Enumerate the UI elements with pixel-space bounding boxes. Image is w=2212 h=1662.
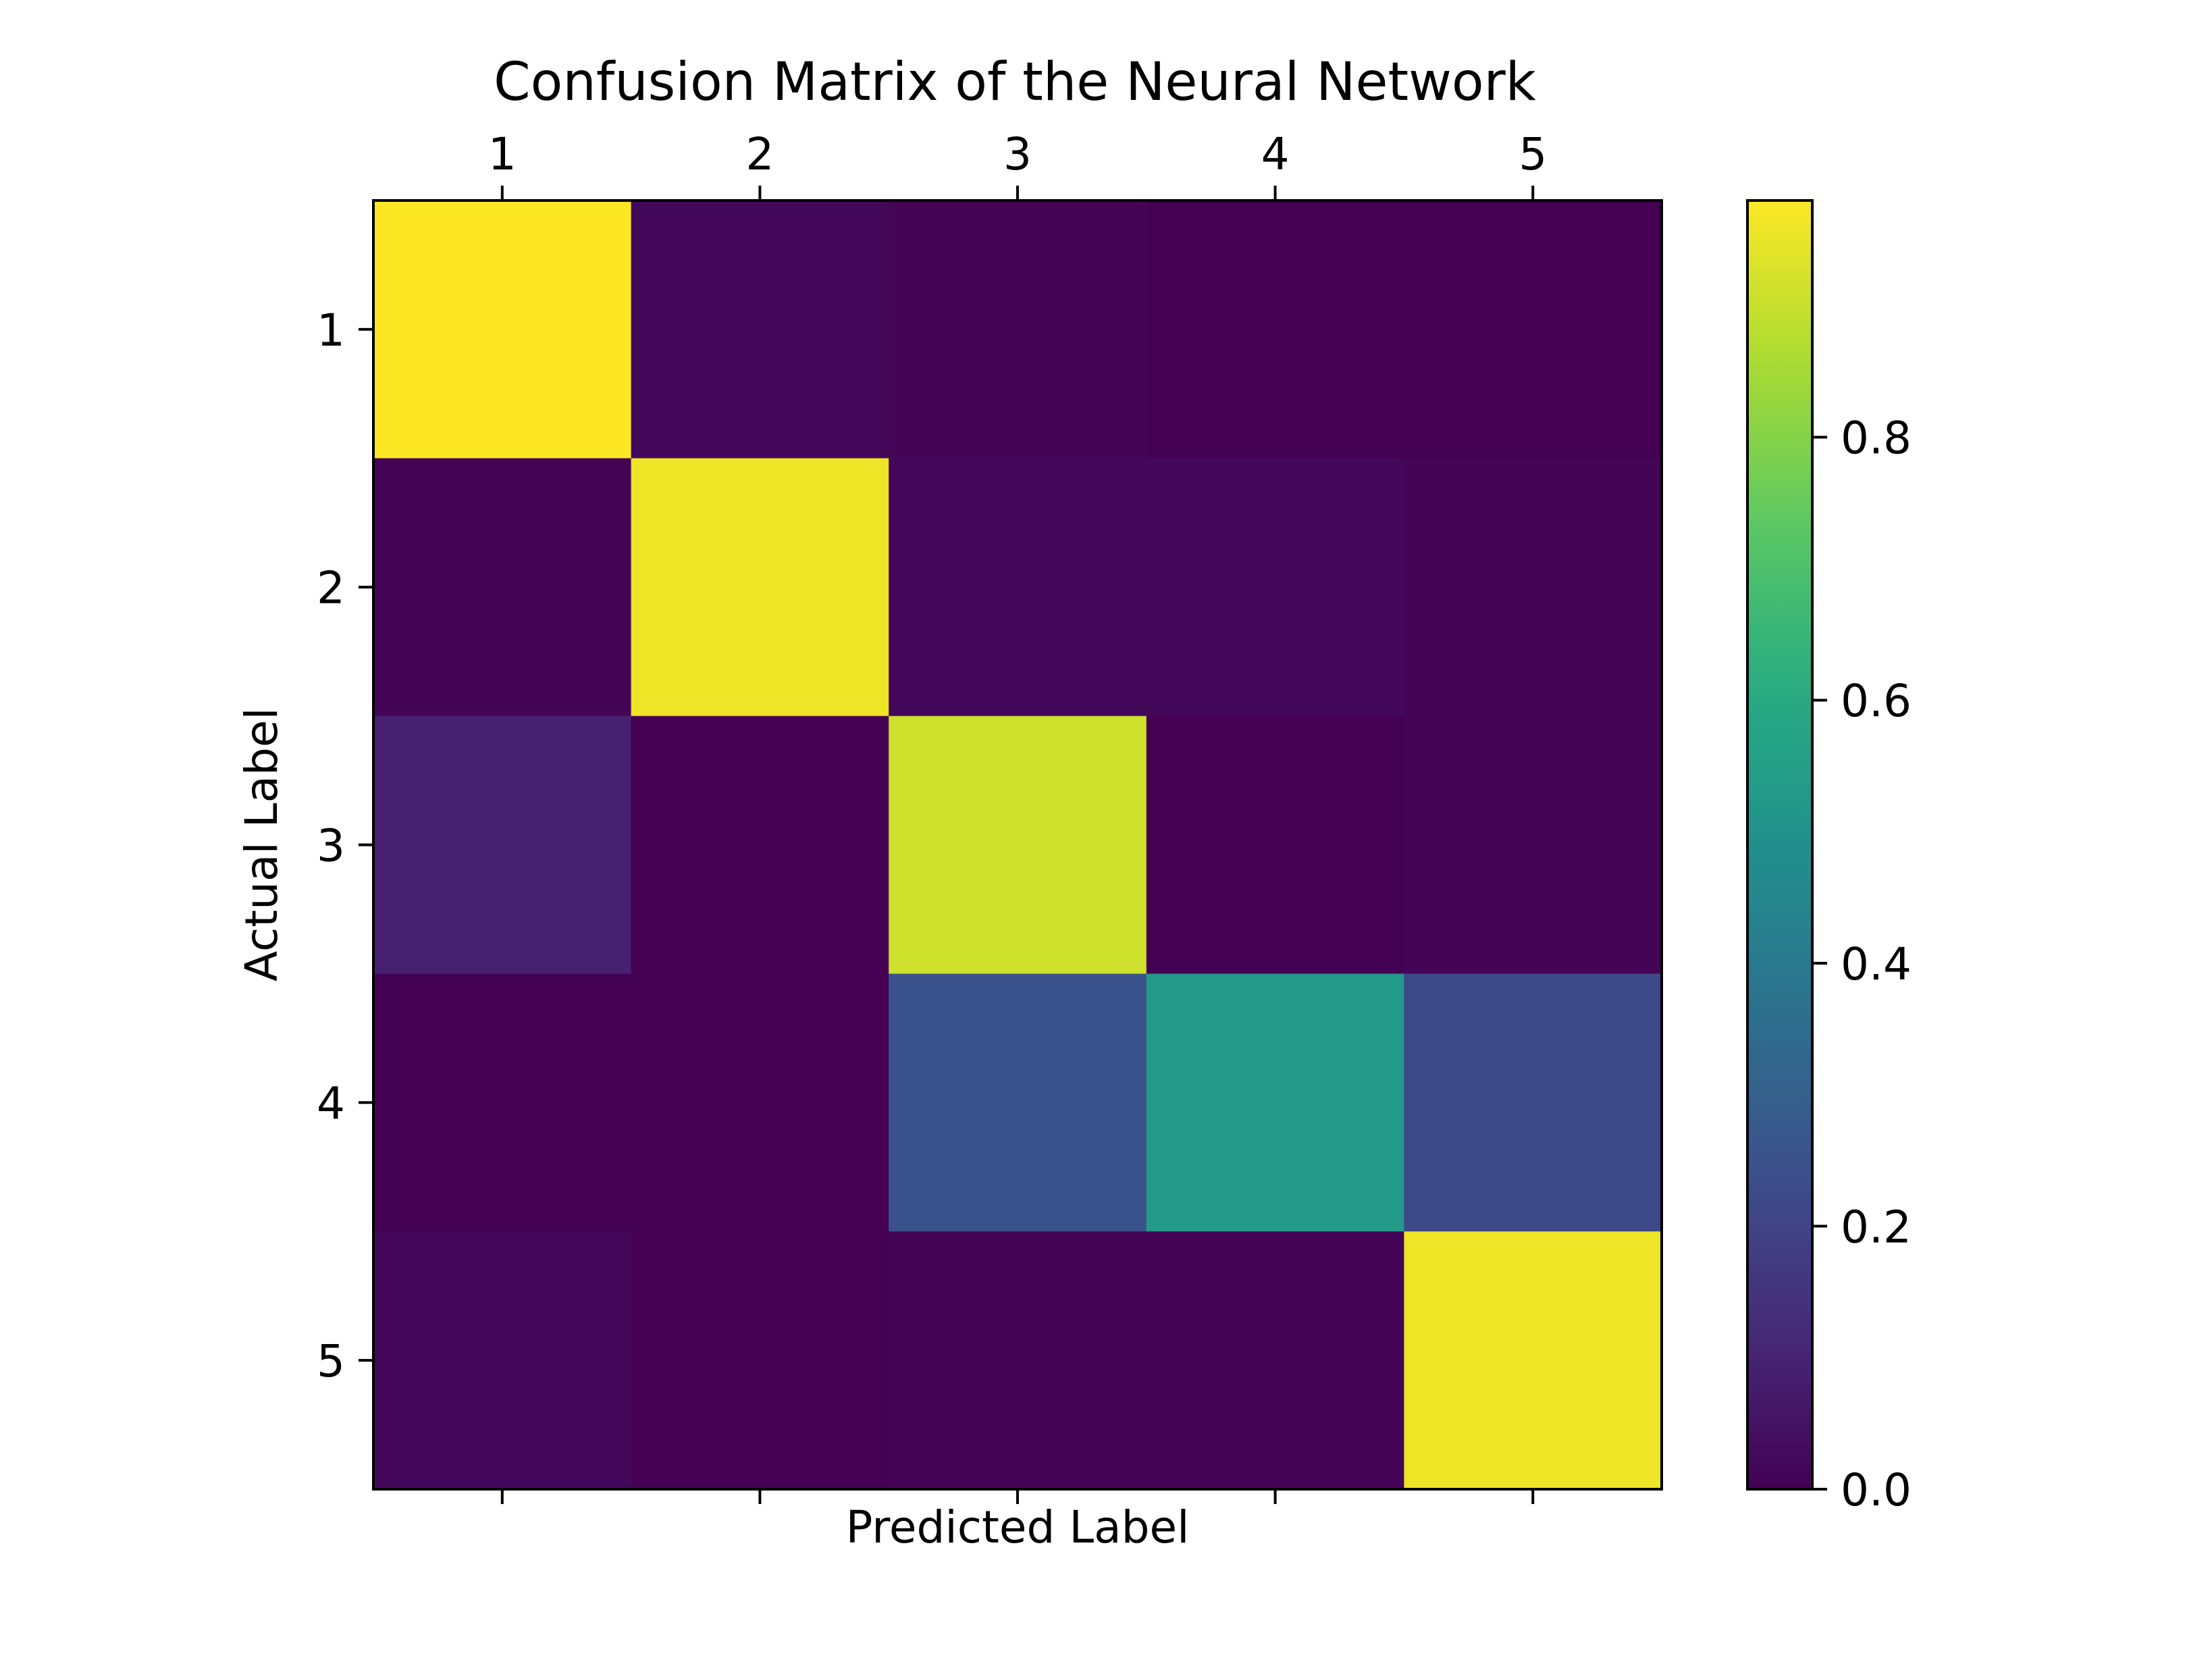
heatmap-cell: [373, 1231, 632, 1490]
heatmap-cell: [1146, 716, 1404, 974]
heatmap-cell: [631, 973, 889, 1232]
heatmap-cell: [1146, 1231, 1404, 1490]
colorbar: [1746, 199, 1814, 1491]
x-tick-label: 2: [745, 128, 774, 180]
colorbar-tick-label: 0.4: [1841, 938, 1912, 990]
heatmap-cell: [1404, 716, 1662, 974]
x-tick-label: 5: [1519, 128, 1547, 180]
heatmap-cell: [631, 716, 889, 974]
y-tick-label: 1: [317, 304, 345, 356]
colorbar-tick-label: 0.6: [1841, 675, 1912, 727]
heatmap-cell: [631, 458, 889, 717]
y-axis-label: Actual Label: [236, 707, 288, 982]
heatmap-cell: [1404, 458, 1662, 717]
x-tick-label: 4: [1261, 128, 1290, 180]
heatmap-cell: [373, 973, 632, 1232]
y-tick-label: 4: [317, 1077, 345, 1129]
heatmap-cell: [631, 1231, 889, 1490]
heatmap-cell: [889, 973, 1147, 1232]
colorbar-tick-label: 0.2: [1841, 1201, 1912, 1253]
x-tick-label: 3: [1003, 128, 1032, 180]
x-axis-label: Predicted Label: [846, 1501, 1190, 1553]
heatmap-cell: [1146, 200, 1404, 459]
heatmap-cell: [1404, 1231, 1662, 1490]
y-tick-label: 3: [317, 820, 345, 872]
heatmap-cells: [373, 200, 1662, 1490]
heatmap-cell: [373, 458, 632, 717]
heatmap-cell: [1146, 458, 1404, 717]
heatmap-cell: [373, 716, 632, 974]
heatmap-cell: [1404, 200, 1662, 459]
y-tick-label: 5: [317, 1335, 345, 1387]
heatmap-cell: [1404, 973, 1662, 1232]
heatmap-cell: [889, 458, 1147, 717]
chart-title: Confusion Matrix of the Neural Network: [494, 52, 1536, 113]
heatmap-axes: 1 2 3 4 5 1 2 3 4 5: [317, 128, 1547, 1504]
x-tick-label: 1: [488, 128, 517, 180]
colorbar-tick-label: 0.0: [1841, 1464, 1912, 1516]
y-tick-label: 2: [317, 562, 345, 614]
heatmap-cell: [1146, 973, 1404, 1232]
heatmap-cell: [889, 200, 1147, 459]
colorbar-tick-label: 0.8: [1841, 412, 1912, 464]
colorbar-axis: 0.0 0.2 0.4 0.6 0.8: [1812, 412, 1912, 1516]
heatmap-cell: [889, 716, 1147, 974]
heatmap-cell: [889, 1231, 1147, 1490]
heatmap-cell: [373, 200, 632, 459]
heatmap-cell: [631, 200, 889, 459]
